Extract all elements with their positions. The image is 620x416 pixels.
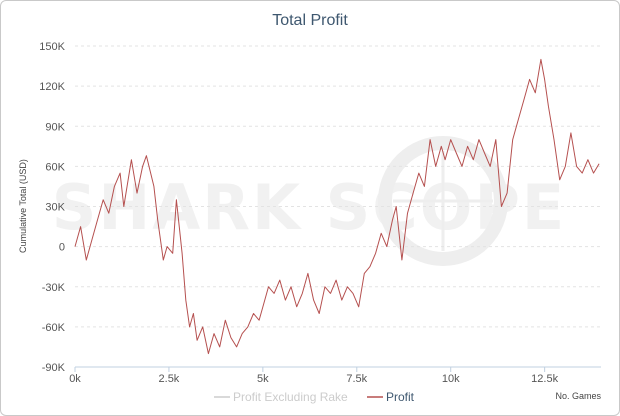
- series-line-profit: [74, 58, 600, 355]
- x-tick-label: 2.5k: [159, 373, 180, 385]
- watermark-text: SHARK SCOPE: [52, 171, 567, 244]
- y-tick-label: -60K: [42, 322, 66, 334]
- y-tick-label: 150K: [39, 41, 65, 53]
- watermark: SHARK SCOPE: [52, 136, 567, 266]
- y-tick-label: 30K: [45, 202, 65, 214]
- legend-label-profit-excluding-rake: Profit Excluding Rake: [233, 390, 348, 404]
- y-tick-label: 0: [59, 242, 65, 254]
- y-tick-label: -30K: [42, 282, 66, 294]
- y-tick-label: 90K: [45, 121, 65, 133]
- y-axis-label: Cumulative Total (USD): [18, 159, 28, 253]
- x-tick-label: 7.5k: [346, 373, 367, 385]
- x-tick-label: 5k: [257, 373, 269, 385]
- series: [74, 58, 600, 355]
- y-tick-label: 120K: [39, 81, 65, 93]
- y-tick-label: -90K: [42, 362, 66, 374]
- x-axis-label: No. Games: [555, 391, 601, 401]
- legend-item-profit[interactable]: Profit: [367, 390, 415, 404]
- x-tick-label: 10k: [442, 373, 460, 385]
- legend-label-profit: Profit: [386, 390, 415, 404]
- chart-title: Total Profit: [272, 12, 348, 29]
- x-tick-label: 12.5k: [531, 373, 558, 385]
- x-tick-label: 0k: [69, 373, 81, 385]
- legend-item-profit-excluding-rake[interactable]: Profit Excluding Rake: [214, 390, 348, 404]
- legend: Profit Excluding Rake Profit: [214, 390, 415, 404]
- y-tick-label: 60K: [45, 161, 65, 173]
